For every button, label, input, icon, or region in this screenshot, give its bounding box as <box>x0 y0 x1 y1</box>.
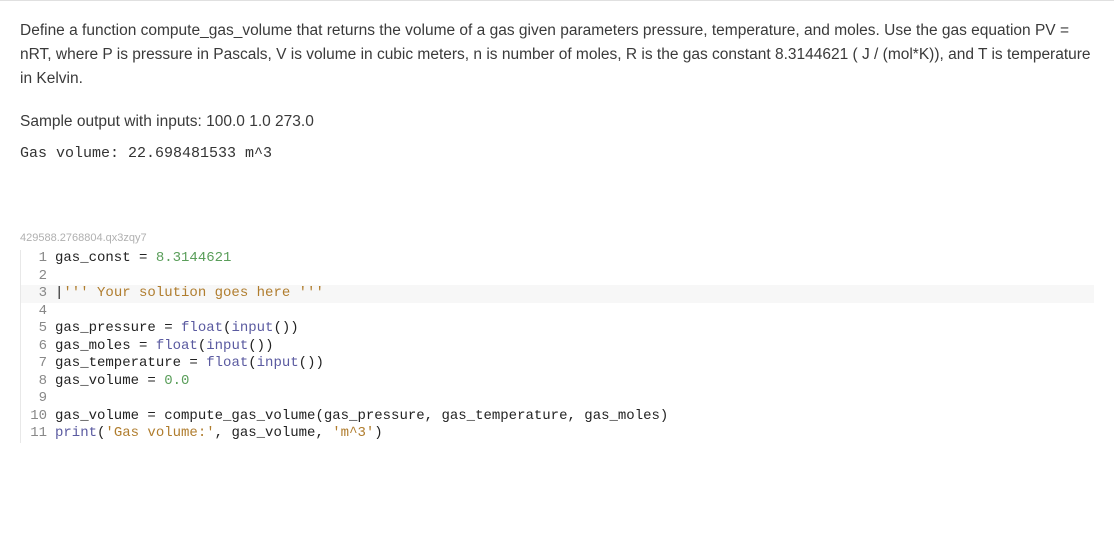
code-editor[interactable]: 1gas_const = 8.314462123|''' Your soluti… <box>20 250 1094 443</box>
code-line[interactable]: 11print('Gas volume:', gas_volume, 'm^3'… <box>21 425 1094 443</box>
code-line[interactable]: 5gas_pressure = float(input()) <box>21 320 1094 338</box>
line-number: 2 <box>21 268 55 286</box>
code-line[interactable]: 4 <box>21 303 1094 321</box>
code-content[interactable]: gas_moles = float(input()) <box>55 338 273 356</box>
problem-description: Define a function compute_gas_volume tha… <box>20 19 1094 91</box>
line-number: 3 <box>21 285 55 303</box>
problem-container: Define a function compute_gas_volume tha… <box>0 0 1114 455</box>
line-number: 9 <box>21 390 55 408</box>
code-line[interactable]: 7gas_temperature = float(input()) <box>21 355 1094 373</box>
code-content[interactable]: gas_pressure = float(input()) <box>55 320 299 338</box>
line-number: 4 <box>21 303 55 321</box>
line-number: 10 <box>21 408 55 426</box>
code-content[interactable]: gas_temperature = float(input()) <box>55 355 324 373</box>
code-content[interactable]: gas_volume = 0.0 <box>55 373 189 391</box>
code-content[interactable]: |''' Your solution goes here ''' <box>55 285 324 303</box>
code-line[interactable]: 1gas_const = 8.3144621 <box>21 250 1094 268</box>
code-line[interactable]: 3|''' Your solution goes here ''' <box>21 285 1094 303</box>
line-number: 5 <box>21 320 55 338</box>
line-number: 8 <box>21 373 55 391</box>
code-content[interactable]: gas_const = 8.3144621 <box>55 250 231 268</box>
code-content[interactable]: gas_volume = compute_gas_volume(gas_pres… <box>55 408 668 426</box>
sample-output-label: Sample output with inputs: 100.0 1.0 273… <box>20 113 1094 131</box>
line-number: 1 <box>21 250 55 268</box>
line-number: 7 <box>21 355 55 373</box>
code-line[interactable]: 6gas_moles = float(input()) <box>21 338 1094 356</box>
code-line[interactable]: 10gas_volume = compute_gas_volume(gas_pr… <box>21 408 1094 426</box>
line-number: 6 <box>21 338 55 356</box>
watermark-text: 429588.2768804.qx3zqy7 <box>20 232 1094 244</box>
code-content[interactable]: print('Gas volume:', gas_volume, 'm^3') <box>55 425 383 443</box>
code-line[interactable]: 9 <box>21 390 1094 408</box>
sample-output-value: Gas volume: 22.698481533 m^3 <box>20 145 1094 162</box>
line-number: 11 <box>21 425 55 443</box>
code-line[interactable]: 2 <box>21 268 1094 286</box>
code-line[interactable]: 8gas_volume = 0.0 <box>21 373 1094 391</box>
